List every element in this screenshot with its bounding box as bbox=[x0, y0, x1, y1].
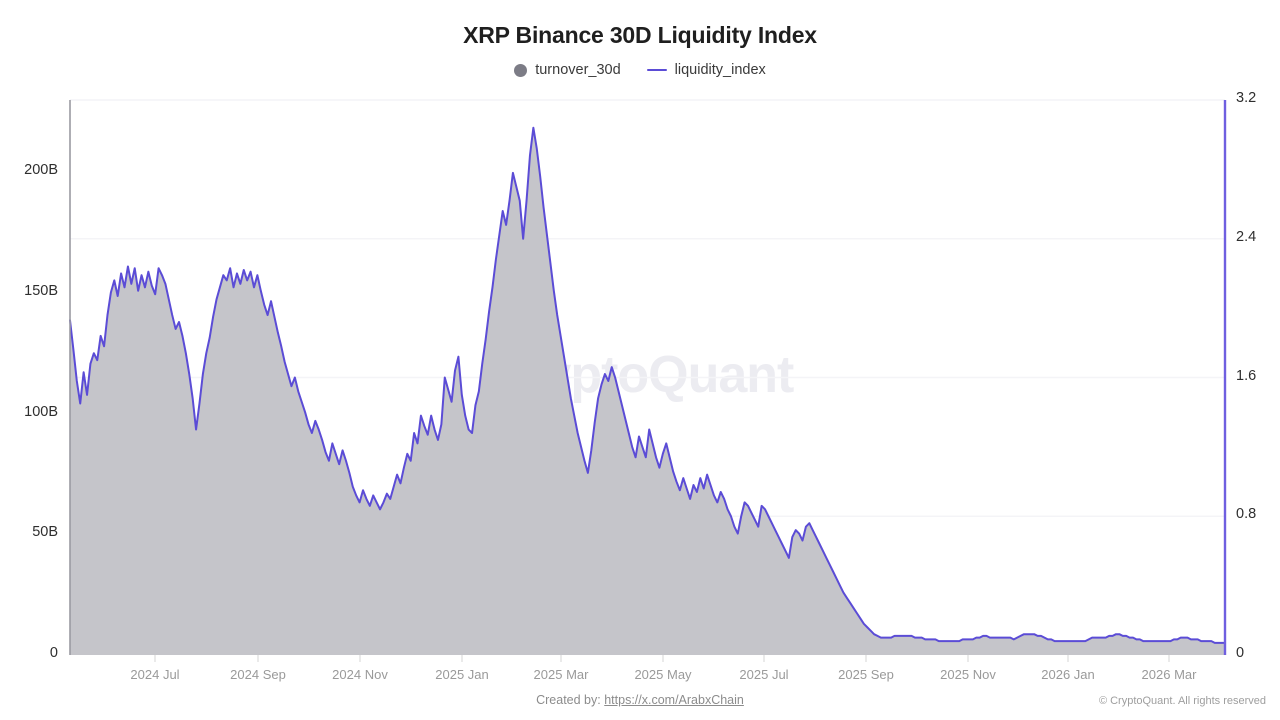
footer-credit: Created by: https://x.com/ArabxChain bbox=[0, 693, 1280, 707]
y-axis-right-tick-0: 0 bbox=[1236, 645, 1245, 661]
x-axis-tick-1: 2024 Sep bbox=[230, 667, 286, 682]
footer-credit-link[interactable]: https://x.com/ArabxChain bbox=[604, 693, 744, 707]
y-axis-right-tick-3: 2.4 bbox=[1236, 228, 1257, 245]
x-axis-tick-6: 2025 Jul bbox=[739, 667, 789, 682]
y-axis-right-tick-2: 1.6 bbox=[1236, 367, 1257, 384]
x-axis-tick-4: 2025 Mar bbox=[533, 667, 589, 682]
y-axis-left-tick-0: 0 bbox=[49, 645, 58, 661]
footer-credit-prefix: Created by: bbox=[536, 693, 601, 707]
legend-label-liquidity-index: liquidity_index bbox=[674, 62, 766, 78]
legend-item-turnover-30d[interactable]: turnover_30d bbox=[514, 62, 621, 78]
x-axis-tick-3: 2025 Jan bbox=[435, 667, 489, 682]
y-axis-left-tick-3: 150B bbox=[24, 283, 58, 300]
chart-title: XRP Binance 30D Liquidity Index bbox=[463, 22, 817, 48]
x-axis-tick-8: 2025 Nov bbox=[940, 667, 996, 682]
footer-copyright: © CryptoQuant. All rights reserved bbox=[1098, 695, 1266, 707]
legend-line-marker-icon bbox=[646, 68, 667, 72]
y-axis-left-tick-1: 50B bbox=[32, 524, 58, 541]
y-axis-right-tick-4: 3.2 bbox=[1236, 90, 1257, 106]
x-axis-tick-5: 2025 May bbox=[634, 667, 692, 682]
x-axis-tick-2: 2024 Nov bbox=[332, 667, 388, 682]
y-axis-left-tick-4: 200B bbox=[24, 162, 58, 179]
line-liquidity-index bbox=[69, 126, 1226, 644]
area-turnover-30d bbox=[70, 127, 1225, 655]
x-axis-tick-7: 2025 Sep bbox=[838, 667, 894, 682]
x-axis-tick-0: 2024 Jul bbox=[130, 667, 180, 682]
legend-item-liquidity-index[interactable]: liquidity_index bbox=[646, 62, 766, 78]
legend-label-turnover-30d: turnover_30d bbox=[535, 62, 621, 78]
x-axis-tick-9: 2026 Jan bbox=[1041, 667, 1095, 682]
legend-circle-marker-icon bbox=[514, 63, 528, 77]
x-axis-tick-10: 2026 Mar bbox=[1141, 667, 1197, 682]
chart-legend: turnover_30d liquidity_index bbox=[0, 62, 1280, 78]
y-axis-right-tick-1: 0.8 bbox=[1236, 506, 1257, 523]
y-axis-left-tick-2: 100B bbox=[24, 403, 58, 420]
